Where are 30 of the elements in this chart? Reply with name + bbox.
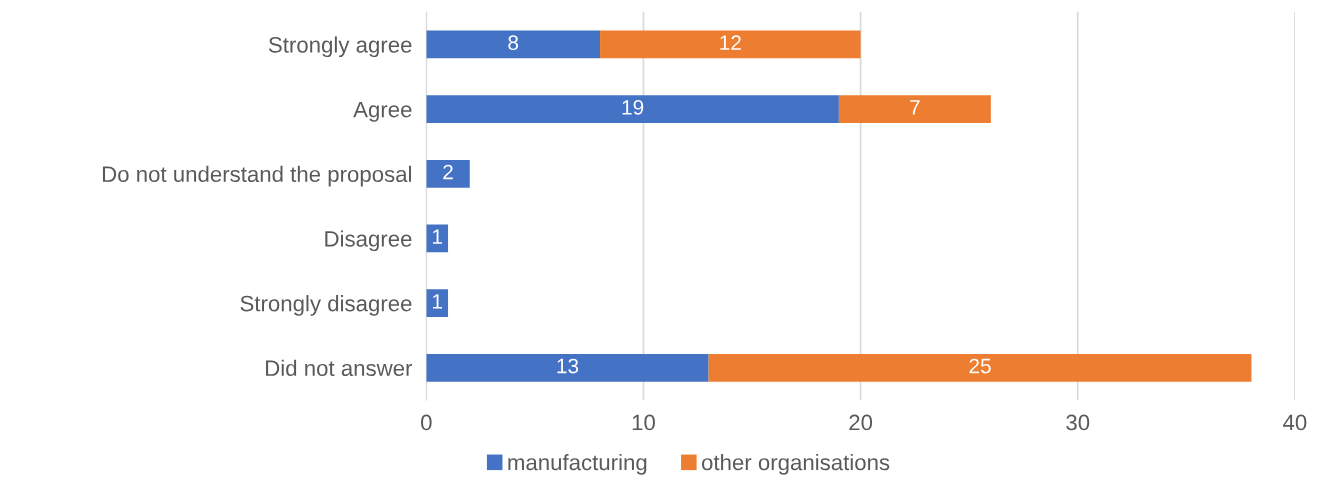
y-tick-label: Do not understand the proposal — [102, 165, 411, 187]
data-label: 7 — [910, 100, 920, 115]
legend-label: other organisations — [701, 453, 890, 475]
bar — [708, 353, 1252, 382]
y-tick-label: Strongly disagree — [240, 295, 412, 316]
data-label: 1 — [432, 294, 442, 309]
bar — [426, 30, 601, 59]
data-label: 19 — [622, 99, 644, 115]
bar — [600, 30, 861, 59]
x-tick-label: 30 — [1066, 414, 1090, 431]
data-label: 13 — [557, 358, 579, 374]
y-tick-label: Did not answer — [266, 359, 413, 377]
data-label: 2 — [443, 164, 453, 180]
x-tick-label: 10 — [632, 414, 655, 431]
bar — [426, 353, 709, 382]
legend-label: manufacturing — [508, 453, 647, 475]
x-tick-label: 40 — [1283, 414, 1307, 431]
y-tick-label: Agree — [353, 101, 412, 122]
bar — [838, 95, 991, 124]
bar — [426, 159, 470, 188]
bar — [426, 95, 839, 124]
data-label: 1 — [432, 229, 442, 244]
data-label: 8 — [508, 35, 519, 51]
y-tick-label: Strongly agree — [268, 36, 412, 58]
y-tick-label: Disagree — [325, 230, 412, 252]
x-tick-label: 0 — [421, 414, 432, 431]
x-tick-label: 20 — [849, 414, 873, 431]
data-label: 25 — [969, 358, 991, 374]
data-label: 12 — [720, 35, 741, 50]
bar — [426, 289, 449, 318]
